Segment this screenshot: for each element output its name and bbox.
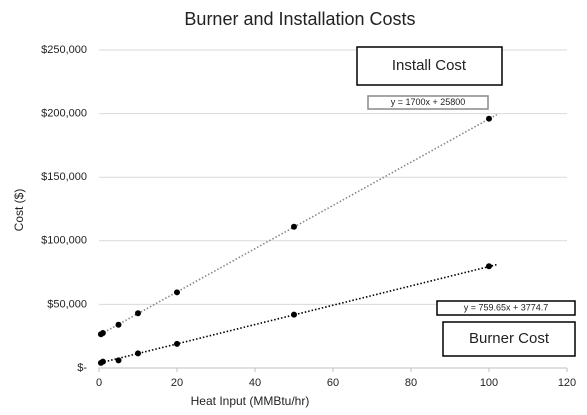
data-point — [174, 289, 180, 296]
data-point — [291, 311, 297, 318]
x-axis-title: Heat Input (MMBtu/hr) — [191, 394, 310, 408]
trend-equation: y = 759.65x + 3774.7 — [464, 302, 549, 312]
data-point — [99, 358, 106, 365]
data-point — [291, 223, 297, 230]
data-point — [99, 330, 106, 337]
x-tick-label: 40 — [249, 377, 261, 389]
data-point — [135, 350, 141, 357]
x-tick-label: 60 — [327, 377, 339, 389]
y-tick-label: $- — [77, 362, 87, 374]
trendline — [100, 263, 497, 364]
data-point — [115, 357, 122, 364]
data-point — [174, 340, 180, 347]
data-point — [135, 310, 141, 317]
data-point — [486, 115, 492, 122]
series-label: Install Cost — [392, 57, 467, 74]
y-tick-label: $250,000 — [41, 44, 87, 56]
x-tick-label: 80 — [405, 377, 417, 389]
series-label: Burner Cost — [469, 330, 550, 347]
equation-box — [436, 300, 576, 316]
x-tick-label: 100 — [480, 377, 498, 389]
y-tick-label: $150,000 — [41, 171, 87, 183]
x-tick-label: 0 — [96, 377, 102, 389]
label-box — [442, 321, 576, 357]
y-tick-label: $50,000 — [47, 298, 87, 310]
label-box — [356, 46, 503, 86]
chart-title: Burner and Installation Costs — [184, 9, 415, 29]
equation-box — [367, 95, 489, 110]
y-tick-label: $200,000 — [41, 108, 87, 120]
x-tick-label: 120 — [558, 377, 576, 389]
trend-equation: y = 1700x + 25800 — [391, 97, 466, 107]
data-point — [115, 321, 122, 328]
y-axis-title: Cost ($) — [12, 189, 26, 232]
y-tick-label: $100,000 — [41, 235, 87, 247]
x-tick-label: 20 — [171, 377, 183, 389]
data-point — [486, 263, 492, 270]
